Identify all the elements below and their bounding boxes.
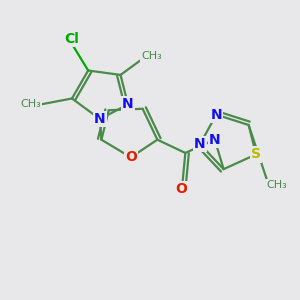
Text: N: N — [209, 133, 220, 147]
Text: CH₃: CH₃ — [141, 51, 162, 62]
Text: N: N — [122, 98, 134, 111]
Text: Cl: Cl — [64, 32, 80, 46]
Text: CH₃: CH₃ — [20, 99, 41, 110]
Text: H: H — [208, 112, 216, 123]
Text: N: N — [194, 137, 206, 151]
Text: O: O — [175, 182, 187, 196]
Text: N: N — [94, 112, 106, 126]
Text: O: O — [125, 150, 137, 164]
Text: S: S — [251, 147, 261, 161]
Text: N: N — [210, 108, 222, 122]
Text: CH₃: CH₃ — [266, 180, 287, 190]
